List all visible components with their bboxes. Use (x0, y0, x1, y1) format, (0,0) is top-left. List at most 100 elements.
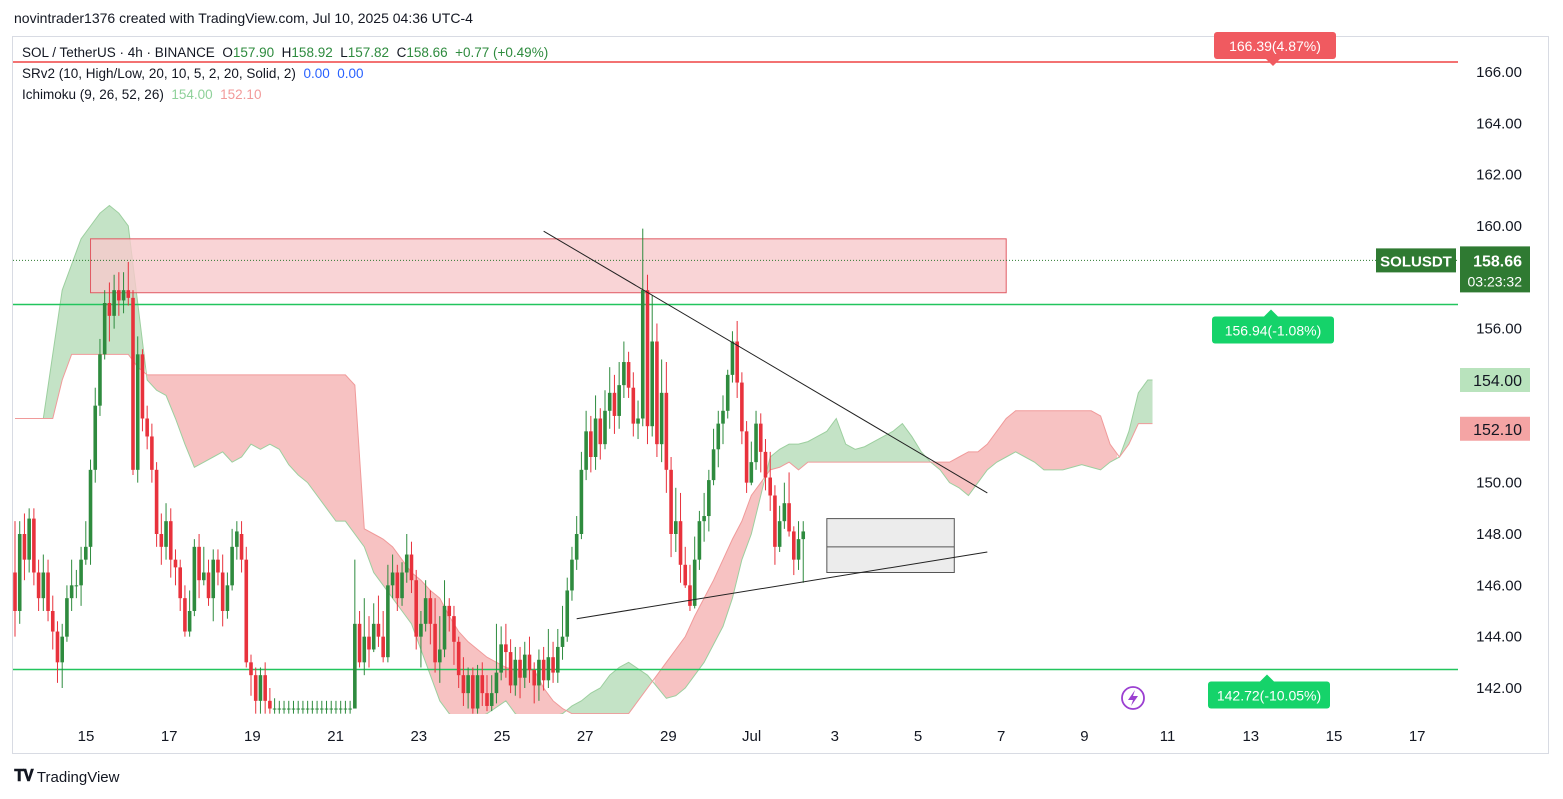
current-price-tag-box (1460, 246, 1530, 293)
candle (612, 374, 617, 434)
candle-body (801, 531, 806, 540)
ichimoku-cloud-segment (654, 479, 764, 699)
level-tag-label: 156.94(-1.08%) (1225, 323, 1322, 339)
candle (46, 559, 50, 622)
candle-body (183, 598, 187, 632)
candle-body (409, 554, 414, 581)
candle-body (329, 708, 334, 710)
candle (79, 546, 83, 606)
candle-body (414, 580, 418, 637)
candle (626, 351, 631, 398)
legend-srv2-label[interactable]: SRv2 (10, High/Low, 20, 10, 5, 2, 20, So… (22, 66, 296, 81)
candle-body (740, 382, 744, 432)
candle-body (102, 303, 107, 355)
legend-ichimoku-label[interactable]: Ichimoku (9, 26, 52, 26) (22, 87, 164, 102)
candle-body (692, 559, 697, 606)
x-tick-label: 17 (161, 728, 178, 745)
candle (338, 700, 343, 714)
candle (584, 410, 588, 481)
candle (334, 700, 338, 714)
candle-body (504, 644, 508, 653)
candle-body (320, 708, 324, 710)
candle-body (197, 546, 201, 581)
candle-body (617, 385, 621, 416)
candle (442, 580, 447, 658)
candle-body (268, 700, 272, 709)
candle-body (343, 708, 348, 710)
candle (640, 228, 645, 427)
current-symbol-tag-box (1376, 248, 1456, 273)
candle (532, 662, 536, 704)
chart-frame[interactable] (12, 36, 1549, 754)
candle (574, 516, 579, 570)
y-tick-label: 148.00 (1476, 526, 1522, 543)
candle (381, 611, 385, 663)
candle-body (353, 623, 357, 709)
tradingview-logo[interactable]: 𝐓𝐕 TradingView (14, 768, 119, 786)
candle (395, 564, 400, 611)
candle (121, 272, 126, 314)
candle-body (244, 559, 249, 663)
legend-srv2-value-2: 0.00 (337, 66, 364, 81)
candle-body (716, 423, 721, 450)
candle-body (593, 418, 598, 457)
candle (522, 641, 527, 688)
trendline (576, 551, 988, 620)
candle-body (258, 675, 263, 701)
candle (135, 336, 140, 483)
legend-symbol-line[interactable]: SOL / TetherUS · 4h · BINANCE O157.90 H1… (22, 45, 548, 60)
candle (456, 636, 461, 688)
candle (253, 667, 258, 714)
legend-symbol[interactable]: SOL / TetherUS · 4h · BINANCE (22, 45, 215, 60)
candle-body (32, 518, 36, 573)
candle (419, 611, 423, 668)
candle-body (475, 675, 480, 709)
legend-ichimoku[interactable]: Ichimoku (9, 26, 52, 26) 154.00 152.10 (22, 87, 261, 102)
candle (461, 657, 466, 706)
candle-body (485, 693, 489, 706)
candle-body (211, 559, 216, 599)
chart-caption: novintrader1376 created with TradingView… (14, 10, 473, 26)
candle-body (367, 636, 371, 650)
span-b-scale-tag-label: 152.10 (1473, 422, 1522, 439)
candle-body (546, 657, 551, 681)
candle (518, 646, 522, 699)
candle (560, 605, 565, 660)
candle-body (126, 290, 131, 298)
candle-body (202, 572, 206, 581)
candle-body (749, 462, 754, 483)
legend-srv2[interactable]: SRv2 (10, High/Low, 20, 10, 5, 2, 20, So… (22, 66, 364, 81)
plot-area (13, 61, 1458, 714)
candle (749, 441, 754, 486)
flash-icon[interactable] (1121, 686, 1145, 710)
y-tick-label: 150.00 (1476, 475, 1522, 492)
candle (452, 605, 456, 665)
level-tag-box (1214, 31, 1336, 59)
resistance-zone (90, 238, 1007, 294)
candle-body (107, 303, 112, 316)
candle-body (220, 572, 225, 611)
x-tick-label: 13 (1242, 728, 1259, 745)
candle (187, 590, 192, 637)
candle (235, 521, 239, 560)
candle (230, 528, 234, 591)
legend-open-label: O (222, 45, 233, 60)
candle (220, 554, 225, 627)
candle-body (145, 418, 149, 437)
candle-body (390, 572, 395, 586)
candle-body (773, 495, 777, 547)
candle-body (41, 572, 46, 599)
candle-body (537, 659, 541, 686)
candle (353, 559, 357, 709)
candle (423, 580, 428, 632)
candle-body (622, 362, 626, 386)
candle-body (178, 567, 182, 599)
candle-body (305, 708, 310, 710)
candle (438, 616, 442, 683)
candle (272, 698, 277, 714)
candle-body (173, 559, 178, 568)
y-tick-label: 142.00 (1476, 680, 1522, 697)
candle (168, 508, 173, 578)
candle (296, 700, 300, 714)
